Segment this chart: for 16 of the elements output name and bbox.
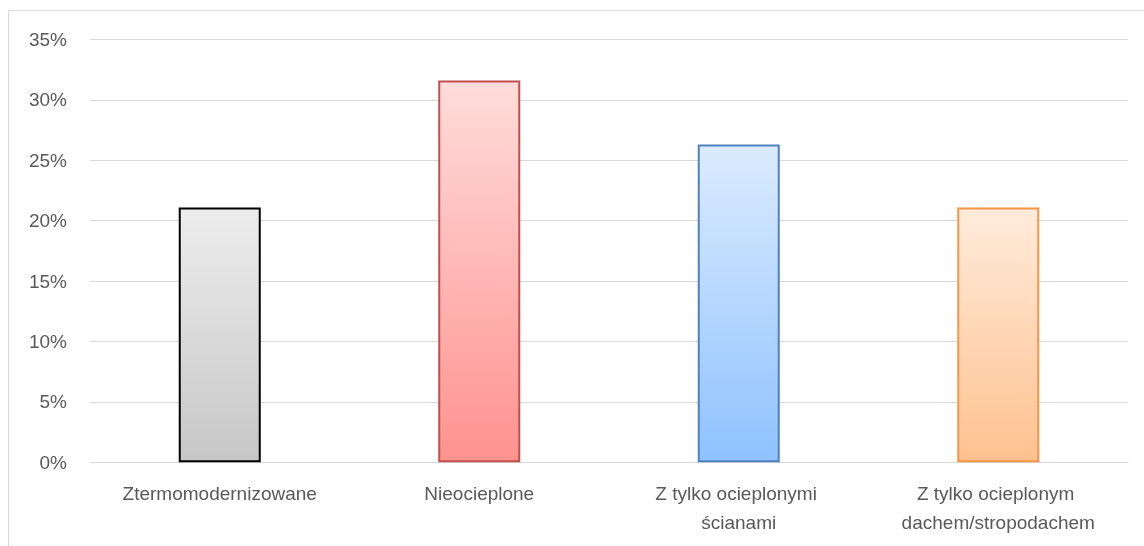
y-tick-label: 10% bbox=[28, 331, 68, 352]
y-tick-label: 5% bbox=[39, 391, 68, 413]
x-tick-label: Z tylko ocieplonymi ścianami bbox=[655, 483, 823, 534]
y-tick-label: 30% bbox=[28, 89, 68, 111]
y-tick-label: 25% bbox=[28, 149, 68, 171]
y-tick-label: 15% bbox=[28, 270, 68, 292]
y-tick-label: 35% bbox=[28, 29, 68, 50]
y-tick-label: 0% bbox=[39, 451, 68, 473]
y-tick-label: 20% bbox=[28, 210, 68, 232]
x-tick-label: Ztermomodernizowane bbox=[122, 483, 317, 505]
bar bbox=[957, 207, 1040, 463]
bar bbox=[178, 207, 261, 463]
x-tick-label: Nieocieplone bbox=[424, 483, 535, 505]
bar bbox=[697, 144, 780, 463]
bar bbox=[438, 80, 521, 463]
x-tick-label: Z tylko ocieplonym dachem/stropodachem bbox=[901, 483, 1095, 534]
